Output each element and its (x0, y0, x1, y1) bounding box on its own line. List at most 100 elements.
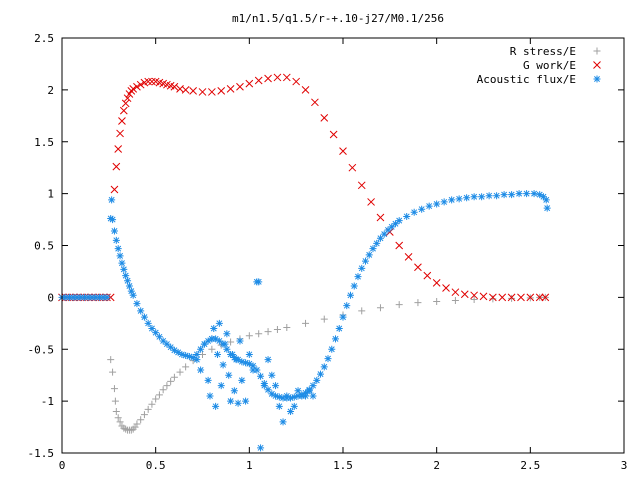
data-point (451, 288, 460, 297)
y-tick-label: 1.5 (34, 136, 54, 149)
data-point (208, 335, 216, 343)
data-point (287, 408, 295, 415)
data-point (268, 371, 276, 379)
data-point (309, 382, 317, 390)
data-point (189, 354, 197, 362)
data-point (478, 193, 486, 201)
data-point (388, 223, 396, 231)
data-point (470, 295, 478, 303)
data-point (88, 293, 96, 301)
data-point (264, 386, 272, 394)
data-point (242, 359, 250, 367)
data-point (470, 291, 478, 300)
series-0 (107, 293, 549, 434)
data-point (273, 73, 282, 82)
legend-label: Acoustic flux/E (477, 73, 576, 86)
data-point (99, 293, 107, 301)
data-point (249, 362, 257, 370)
data-point (320, 315, 328, 323)
data-point (290, 393, 298, 401)
data-point (508, 191, 516, 199)
data-point (228, 350, 236, 358)
data-point (208, 345, 216, 353)
data-point (404, 253, 413, 261)
data-point (358, 307, 366, 315)
data-point (159, 337, 167, 345)
data-point (539, 193, 547, 201)
data-point (112, 162, 121, 171)
data-point (148, 400, 156, 408)
data-point (238, 376, 246, 384)
data-point (358, 264, 366, 272)
data-point (155, 391, 163, 399)
data-point (92, 293, 100, 301)
data-point (414, 299, 422, 307)
data-point (108, 196, 116, 204)
data-point (515, 190, 523, 198)
data-point (470, 193, 478, 201)
data-point (523, 190, 531, 198)
data-point (245, 332, 253, 340)
x-tick-label: 0 (59, 459, 66, 472)
data-point (440, 198, 448, 206)
data-point (103, 293, 111, 301)
data-point (174, 348, 182, 356)
data-point (249, 366, 257, 374)
data-point (80, 293, 88, 301)
data-point (204, 376, 212, 384)
data-point (236, 337, 244, 345)
data-point (110, 227, 118, 235)
data-point (543, 204, 551, 212)
data-point (272, 392, 280, 400)
data-point (275, 393, 283, 401)
data-point (376, 304, 384, 312)
data-point (376, 234, 384, 242)
legend-label: R stress/E (510, 45, 576, 58)
data-point (403, 212, 411, 220)
data-point (189, 87, 197, 95)
data-point (122, 425, 130, 433)
data-point (227, 397, 235, 405)
data-point (395, 241, 404, 250)
data-point (223, 345, 231, 353)
data-point (170, 346, 178, 354)
data-point (185, 353, 193, 361)
data-point (116, 418, 124, 426)
data-point (395, 217, 403, 225)
data-point (290, 402, 298, 410)
data-point (159, 386, 167, 394)
data-point (530, 190, 538, 198)
data-point (317, 370, 325, 378)
plot-frame (61, 37, 625, 454)
data-point (116, 129, 124, 138)
x-tick-label: 1 (246, 459, 253, 472)
data-point (170, 373, 178, 381)
data-point (542, 196, 550, 204)
data-point (119, 106, 128, 115)
data-point (155, 333, 163, 341)
data-point (167, 377, 175, 385)
data-point (255, 330, 263, 338)
data-point (217, 382, 225, 390)
data-point (215, 319, 223, 327)
legend-label: G work/E (523, 59, 576, 72)
data-point (144, 77, 153, 86)
data-point (112, 236, 120, 244)
data-point (410, 208, 418, 216)
data-point (226, 84, 235, 93)
data-point (279, 418, 287, 426)
data-point (227, 338, 235, 346)
data-point (294, 387, 302, 395)
data-point (212, 335, 220, 343)
data-point (212, 402, 220, 410)
data-point (238, 358, 246, 366)
data-point (489, 295, 497, 303)
data-point (152, 329, 160, 337)
y-tick-label: 1 (47, 188, 54, 201)
data-point (264, 356, 272, 364)
data-point (144, 319, 152, 327)
y-tick-label: 0.5 (34, 240, 54, 253)
legend-marker (593, 61, 601, 69)
data-point (215, 337, 223, 345)
